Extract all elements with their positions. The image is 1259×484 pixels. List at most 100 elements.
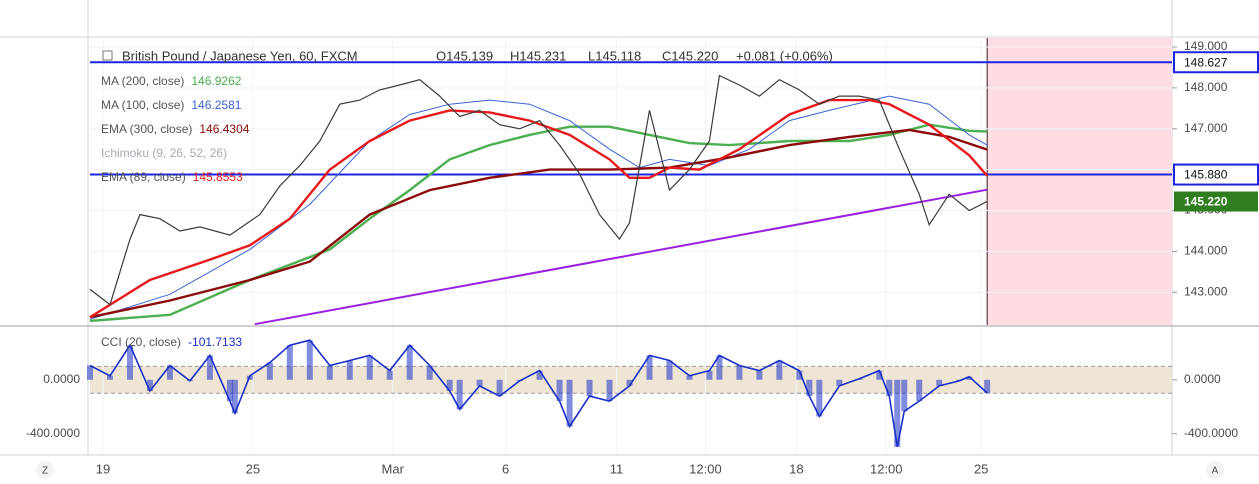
legend-entry: Ichimoku (9, 26, 52, 26) [101, 146, 227, 160]
y-tick-label-left: 0.0000 [43, 372, 80, 386]
x-tick-label: Mar [382, 461, 405, 476]
legend-entry: MA (200, close) [101, 74, 184, 88]
legend-entry: EMA (300, close) [101, 122, 192, 136]
x-tick-label: 12:00 [870, 461, 903, 476]
price-line [89, 74, 988, 306]
cci-bar [796, 370, 803, 380]
x-tick-label: 12:00 [689, 461, 722, 476]
x-tick-label: 18 [789, 461, 803, 476]
cci-bar [886, 379, 893, 397]
cci-line [89, 339, 988, 448]
legend-entry: CCI (20, close) [101, 335, 181, 349]
legend-value: 146.4304 [199, 122, 249, 136]
auto-scale-button[interactable] [1206, 461, 1224, 479]
legend-entry: MA (100, close) [101, 98, 184, 112]
cci-bar [206, 355, 213, 380]
x-tick-label: 25 [246, 461, 260, 476]
cci-bar [426, 365, 433, 380]
y-tick-label: -400.0000 [1184, 426, 1238, 440]
cci-bar [496, 379, 503, 397]
cci-bar [346, 360, 353, 380]
auto-scale-button-icon[interactable]: A [1212, 466, 1219, 477]
cci-bar [776, 360, 783, 380]
cci-bar [836, 379, 843, 386]
trendline [254, 188, 988, 326]
cci-bar [984, 379, 991, 393]
cci-bar [166, 365, 173, 380]
indicator-line [89, 128, 988, 319]
future-zone [987, 38, 1172, 325]
price-label: 145.880 [1184, 168, 1228, 182]
price-label: 148.627 [1184, 55, 1228, 69]
cci-bar [87, 365, 93, 380]
cci-bar [816, 379, 823, 417]
legend-icon [102, 50, 113, 61]
cci-bar [756, 370, 763, 380]
cci-bar [126, 345, 133, 380]
indicator-line [89, 123, 988, 323]
cci-bar [386, 370, 393, 380]
cci-bar [626, 379, 633, 386]
cci-bar [586, 379, 593, 397]
cci-bar [106, 375, 113, 380]
cci-bar [366, 355, 373, 380]
cci-bar [476, 379, 483, 386]
cci-bar [566, 379, 573, 427]
cci-bar [231, 379, 238, 414]
labels: 19 25 Mar 6 11 12:00 18 12:00 25 143.000 144.000 14… [26, 39, 1259, 476]
cci-bar [536, 370, 543, 380]
cci-bar [306, 340, 313, 380]
cci-bar [936, 379, 943, 386]
y-tick-label: 149.000 [1184, 39, 1228, 53]
cci-bar [606, 379, 613, 402]
ohlc-value: L145.118 [588, 48, 641, 63]
cci-bar [286, 345, 293, 380]
cci-bar [706, 370, 713, 380]
cci-bar [266, 362, 273, 380]
cci-bar [806, 379, 813, 397]
y-tick-label: 148.000 [1184, 80, 1228, 94]
y-tick-label-left: -400.0000 [26, 426, 80, 440]
cci-bar [894, 379, 901, 447]
x-tick-label: 25 [974, 461, 988, 476]
ohlc-value: H145.231 [510, 48, 566, 63]
legend-value: -101.7133 [188, 335, 242, 349]
cci-bar [916, 379, 923, 402]
last-price-label: 145.220 [1184, 195, 1228, 209]
indicator-line [89, 98, 989, 319]
cci-bar [736, 365, 743, 380]
legend-entry: EMA (89, close) [101, 170, 186, 184]
y-tick-label: 143.000 [1184, 284, 1228, 298]
cci-bar [876, 370, 883, 380]
last-price-box [1174, 191, 1258, 212]
y-tick-label: 144.000 [1184, 244, 1228, 258]
legend-value: 146.9262 [191, 74, 241, 88]
cci-bar [666, 360, 673, 380]
y-tick-label: 0.0000 [1184, 372, 1221, 386]
zoom-button-icon[interactable]: Z [42, 466, 48, 477]
price-label-box [1173, 51, 1259, 74]
marks [87, 61, 1172, 448]
cci-bar [646, 355, 653, 380]
cci-bar [446, 379, 453, 391]
ohlc-value: O145.139 [436, 48, 493, 63]
x-tick-label: 6 [502, 461, 509, 476]
cci-bar [556, 379, 563, 402]
y-tick-label: 147.000 [1184, 121, 1228, 135]
legend-value: 145.8553 [193, 170, 243, 184]
legend-value: 146.2581 [191, 98, 241, 112]
cci-bar [966, 376, 973, 380]
price-label-box [1173, 163, 1259, 186]
cci-bar [456, 379, 463, 410]
cci-bar [406, 345, 413, 380]
cci-bar [901, 379, 908, 412]
cci-bar [226, 379, 233, 402]
legend-title: British Pound / Japanese Yen, 60, FXCM [122, 48, 358, 63]
zoom-button[interactable] [36, 461, 54, 479]
cci-bar [146, 379, 153, 391]
cci-bar [716, 355, 723, 380]
ohlc-value: C145.220 [662, 48, 718, 63]
cci-bar [326, 365, 333, 380]
